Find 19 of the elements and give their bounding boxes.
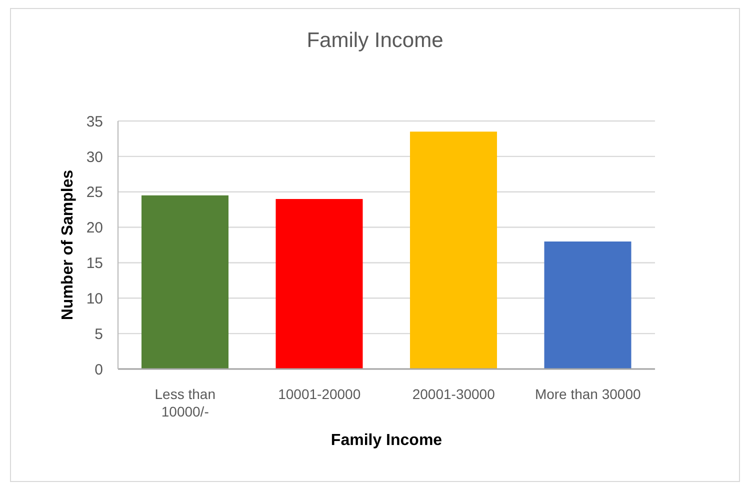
x-tick-label: 20001-30000 — [412, 386, 496, 402]
bar — [141, 195, 228, 369]
y-tick-label: 0 — [94, 361, 103, 378]
x-tick-label: 10001-20000 — [278, 386, 361, 402]
y-tick-label: 15 — [86, 255, 103, 272]
chart-title: Family Income — [306, 29, 444, 53]
x-axis-title: Family Income — [330, 432, 442, 449]
y-tick-label: 5 — [94, 326, 103, 343]
y-tick-label: 30 — [86, 148, 103, 166]
bar — [276, 198, 363, 369]
y-axis-title: Number of Samples — [60, 170, 76, 320]
x-tick-label: Less than 10000/- — [154, 386, 216, 420]
bar — [410, 132, 497, 369]
y-tick-label: 35 — [86, 113, 103, 130]
y-tick-label: 25 — [86, 184, 103, 202]
bar — [544, 241, 632, 369]
x-tick-label: More than 30000 — [534, 386, 642, 402]
y-tick-label: 10 — [86, 290, 103, 308]
y-tick-label: 20 — [86, 220, 103, 237]
